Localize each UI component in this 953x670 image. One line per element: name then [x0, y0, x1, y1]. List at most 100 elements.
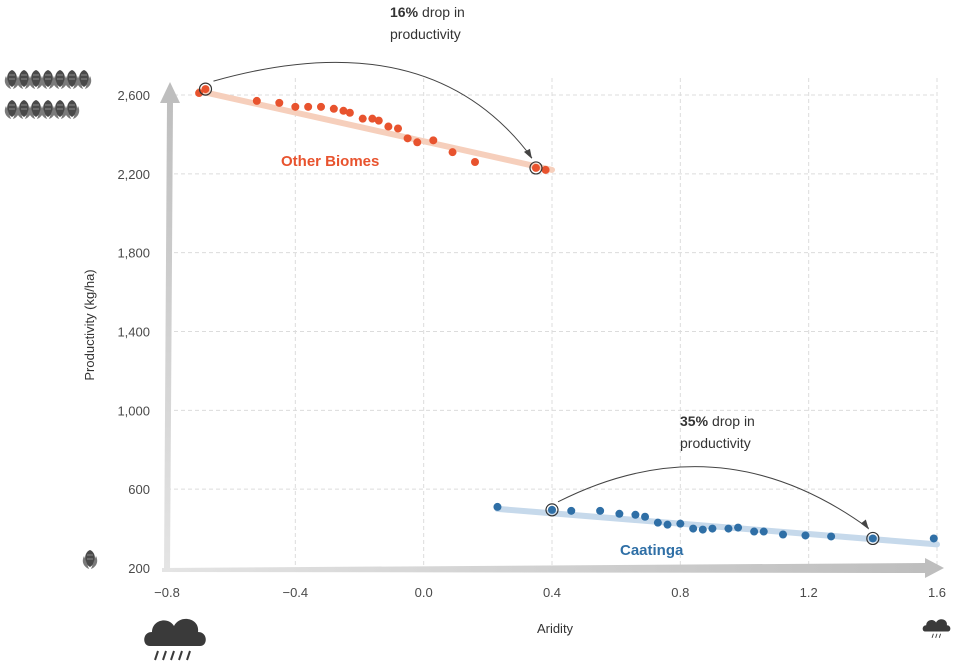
rain-drop [170, 650, 175, 661]
data-point [827, 532, 836, 541]
data-point [358, 114, 367, 123]
drop-label-line2: productivity [680, 435, 751, 451]
corn-husk-left [28, 106, 35, 119]
corn-husk-right [73, 106, 80, 119]
data-point [317, 102, 325, 111]
rain-cloud-icon [144, 618, 206, 661]
y-tick-label: 1,800 [117, 246, 150, 261]
data-point [801, 531, 810, 540]
corn-husk-left [52, 106, 59, 119]
data-point [689, 524, 698, 533]
corn-kernels [31, 100, 41, 117]
corn-husk-right [85, 76, 92, 89]
data-point [734, 523, 743, 532]
data-point [641, 512, 650, 521]
rain-drop [938, 633, 942, 638]
data-points [195, 85, 938, 543]
y-tick-label: 1,000 [117, 403, 150, 418]
drop-label-line2: productivity [390, 26, 461, 42]
data-point [750, 527, 759, 536]
data-point [403, 134, 412, 143]
highlight-ring [529, 161, 543, 175]
drop-arrow-curve [557, 466, 870, 529]
data-point [567, 506, 576, 515]
y-tick-label: 2,600 [117, 88, 150, 103]
data-point [548, 505, 556, 514]
corn-cob-icon [16, 70, 32, 89]
drop-text: drop in [712, 413, 755, 429]
data-point [413, 138, 422, 147]
y-tick-label: 600 [128, 482, 150, 497]
x-axis-title: Aridity [537, 621, 574, 636]
rain-drop [162, 650, 167, 661]
data-point [663, 520, 672, 529]
data-point [724, 524, 733, 533]
corn-husk-left [76, 76, 83, 89]
rain-cloud-icon [922, 619, 951, 638]
data-point [631, 510, 640, 519]
corn-cob-icon [28, 70, 44, 89]
icons [4, 70, 951, 661]
corn-husk-left [4, 76, 11, 89]
corn-kernels [43, 100, 53, 117]
corn-husk-left [52, 76, 59, 89]
corn-husk-left [40, 76, 47, 89]
x-tick-label: 0.4 [543, 585, 561, 600]
corn-kernels [67, 100, 77, 117]
grid [167, 78, 938, 568]
corn-cob-icon [64, 100, 80, 119]
data-point [304, 102, 313, 111]
corn-cob-icon [82, 550, 98, 569]
data-point [252, 96, 261, 105]
y-axis-arrow [160, 82, 180, 570]
corn-husk-left [64, 76, 71, 89]
data-point [615, 509, 624, 518]
data-point [541, 165, 550, 174]
data-point [384, 122, 393, 131]
x-tick-label: 1.2 [800, 585, 818, 600]
data-point [471, 158, 479, 167]
x-tick-label: −0.4 [282, 585, 308, 600]
data-point [708, 524, 717, 533]
corn-husk-left [40, 106, 47, 119]
corn-kernels [31, 70, 41, 87]
corn-kernels [67, 70, 77, 87]
drop-percent: 16% [390, 4, 419, 20]
data-point [329, 104, 338, 113]
x-tick-label: 0.0 [415, 585, 433, 600]
data-point [291, 102, 300, 111]
x-tick-label: −0.8 [154, 585, 180, 600]
series-label-caatinga: Caatinga [620, 542, 684, 559]
y-tick-label: 200 [128, 561, 150, 576]
rain-drop [931, 633, 934, 638]
corn-kernels [7, 70, 17, 87]
data-point [531, 163, 540, 172]
data-point [201, 85, 210, 94]
corn-cob-icon [64, 70, 80, 89]
corn-husk-left [16, 106, 23, 119]
data-point [653, 518, 662, 527]
data-point [759, 527, 768, 536]
highlight-ring [866, 531, 880, 546]
data-point [429, 136, 438, 145]
corn-kernels [55, 70, 65, 87]
corn-cob-icon [76, 70, 92, 89]
data-point [929, 534, 938, 543]
data-point [698, 525, 707, 534]
data-point [676, 519, 685, 528]
data-point [394, 124, 402, 133]
x-tick-label: 0.8 [671, 585, 689, 600]
corn-husk-right [91, 556, 98, 569]
y-tick-label: 1,400 [117, 325, 150, 340]
corn-kernels [55, 100, 65, 117]
data-point [868, 534, 877, 543]
data-point [596, 506, 605, 515]
corn-kernels [85, 550, 95, 567]
y-tick-label: 2,200 [117, 167, 150, 182]
corn-husk-left [82, 556, 89, 569]
highlight-ring [545, 503, 559, 517]
corn-husk-left [64, 106, 71, 119]
data-point [779, 530, 787, 539]
